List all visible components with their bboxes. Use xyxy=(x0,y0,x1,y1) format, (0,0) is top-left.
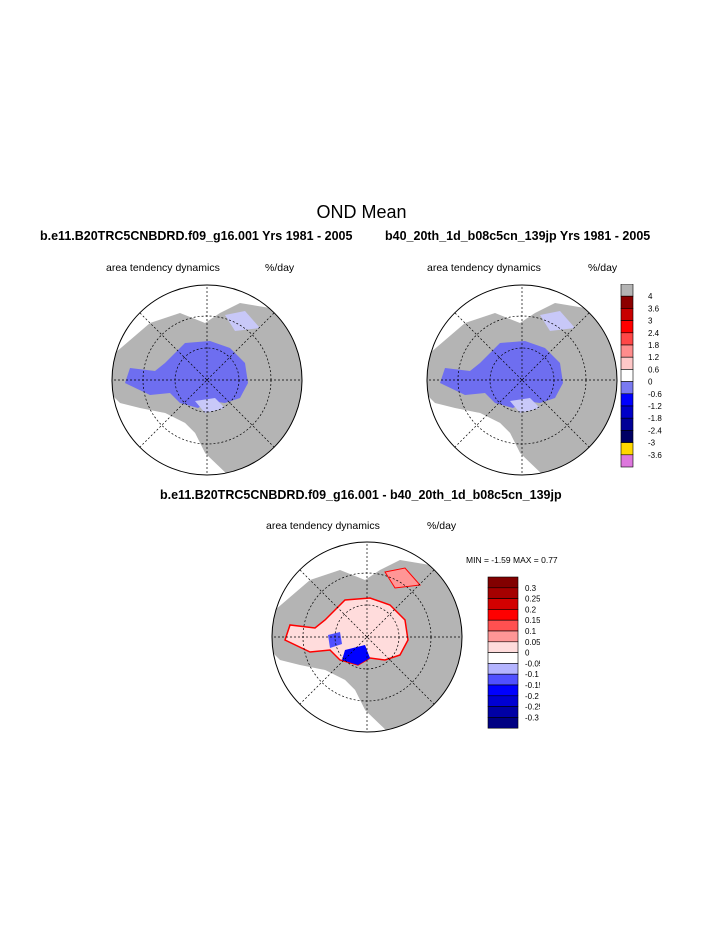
diff-panel-title: b.e11.B20TRC5CNBDRD.f09_g16.001 - b40_20… xyxy=(160,488,562,502)
colorbar-top-label: 3.6 xyxy=(648,304,660,313)
sea-ice xyxy=(125,341,248,408)
colorbar-top-swatch xyxy=(620,454,634,468)
sea-ice xyxy=(440,341,563,408)
colorbar-top-label: -1.8 xyxy=(648,414,662,423)
sea-ice-greenland-sea xyxy=(510,398,540,413)
panel-1-variable: area tendency dynamics xyxy=(106,262,220,274)
negative-anomaly-barents xyxy=(342,645,370,665)
colorbar-diff-swatch xyxy=(487,609,519,621)
colorbar-diff-swatch xyxy=(487,673,519,686)
colorbar-top-label: 0.6 xyxy=(648,365,660,374)
colorbar-top-swatch xyxy=(620,332,634,346)
colorbar-diff-swatch xyxy=(487,717,519,729)
colorbar-top-swatch xyxy=(620,344,634,358)
colorbar-top-label: 3 xyxy=(648,317,653,326)
sea-ice-bering xyxy=(540,311,575,331)
colorbar-diff-label: 0.05 xyxy=(525,638,540,647)
colorbar-top-label: 0 xyxy=(648,378,653,387)
colorbar-diff-label: 0.2 xyxy=(525,605,537,614)
colorbar-diff-label: -0.1 xyxy=(525,670,539,679)
colorbar-diff-label: -0.15 xyxy=(525,681,540,690)
polar-map-2 xyxy=(426,284,618,476)
colorbar-top-swatch xyxy=(620,393,634,407)
page-title: OND Mean xyxy=(316,202,407,222)
colorbar-top-label: 1.8 xyxy=(648,341,660,350)
colorbar-diff-swatch xyxy=(487,684,519,697)
colorbar-diff-label: -0.3 xyxy=(525,713,539,722)
colorbar-diff-swatch xyxy=(487,630,519,643)
colorbar-top-label: -3.6 xyxy=(648,451,662,460)
diff-panel-units: %/day xyxy=(427,520,457,532)
colorbar-diff-label: 0.3 xyxy=(525,584,537,593)
colorbar-diff-swatch xyxy=(487,706,519,718)
panel-1-run-title: b.e11.B20TRC5CNBDRD.f09_g16.001 Yrs 1981… xyxy=(40,229,353,243)
colorbar-top-swatch xyxy=(620,295,634,309)
polar-map-difference xyxy=(271,541,463,733)
panel-1-units: %/day xyxy=(265,262,295,274)
colorbar-top-swatch xyxy=(620,381,634,395)
colorbar-top-swatch xyxy=(620,320,634,334)
panel-2-units: %/day xyxy=(588,262,618,274)
diff-min-max: MIN = -1.59 MAX = 0.77 xyxy=(466,555,558,565)
colorbar-diff-swatch xyxy=(487,663,519,675)
colorbar-diff-label: 0.25 xyxy=(525,595,540,604)
colorbar-diff-label: 0.15 xyxy=(525,616,540,625)
colorbar-top-label: 2.4 xyxy=(648,329,660,338)
positive-anomaly-bering xyxy=(384,567,422,589)
sea-ice-greenland-sea xyxy=(195,398,225,413)
colorbar-top-swatch xyxy=(620,308,634,321)
colorbar-top-swatch xyxy=(620,369,634,382)
colorbar-diff-label: -0.05 xyxy=(525,659,540,668)
colorbar-top: 4 3.6 3 2.4 1.8 1.2 0.6 0 -0.6 -1.2 -1.8 -2.4 -3 -3.6 xyxy=(620,284,662,468)
colorbar-diff-label: 0.1 xyxy=(525,627,537,636)
colorbar-top-swatch xyxy=(620,430,634,443)
colorbar-top-label: -2.4 xyxy=(648,426,662,435)
colorbar-diff-swatch xyxy=(487,641,519,653)
colorbar-diff-label: -0.25 xyxy=(525,703,540,712)
colorbar-top-label: -0.6 xyxy=(648,390,662,399)
colorbar-diff-swatch xyxy=(487,576,519,589)
colorbar-top-swatch xyxy=(620,284,634,297)
colorbar-top-swatch xyxy=(620,417,634,431)
colorbar-diff-swatch xyxy=(487,619,519,632)
colorbar-top-swatch xyxy=(620,405,634,419)
polar-map-1 xyxy=(111,284,303,476)
colorbar-top-label: -1.2 xyxy=(648,402,662,411)
colorbar-diff-swatch xyxy=(487,587,519,599)
panel-2-run-title: b40_20th_1d_b08c5cn_139jp Yrs 1981 - 200… xyxy=(385,229,651,243)
sea-ice-bering xyxy=(225,311,260,331)
colorbar-diff-label: -0.2 xyxy=(525,692,539,701)
colorbar-top-label: 4 xyxy=(648,292,653,301)
colorbar-diff-swatch xyxy=(487,598,519,610)
colorbar-diff-label: 0 xyxy=(525,649,530,658)
colorbar-top-label: 1.2 xyxy=(648,353,660,362)
colorbar-top-swatch xyxy=(620,356,634,370)
colorbar-top-label: -3 xyxy=(648,439,656,448)
colorbar-diff-swatch xyxy=(487,652,519,664)
colorbar-difference: 0.3 0.250.2 0.15 0.1 0.05 0-0.05 -0.1 -0.15 -0.2… xyxy=(487,576,540,729)
colorbar-diff-swatch xyxy=(487,695,519,707)
colorbar-top-swatch xyxy=(620,442,634,456)
diff-panel-variable: area tendency dynamics xyxy=(266,520,380,532)
panel-2-variable: area tendency dynamics xyxy=(427,262,541,274)
